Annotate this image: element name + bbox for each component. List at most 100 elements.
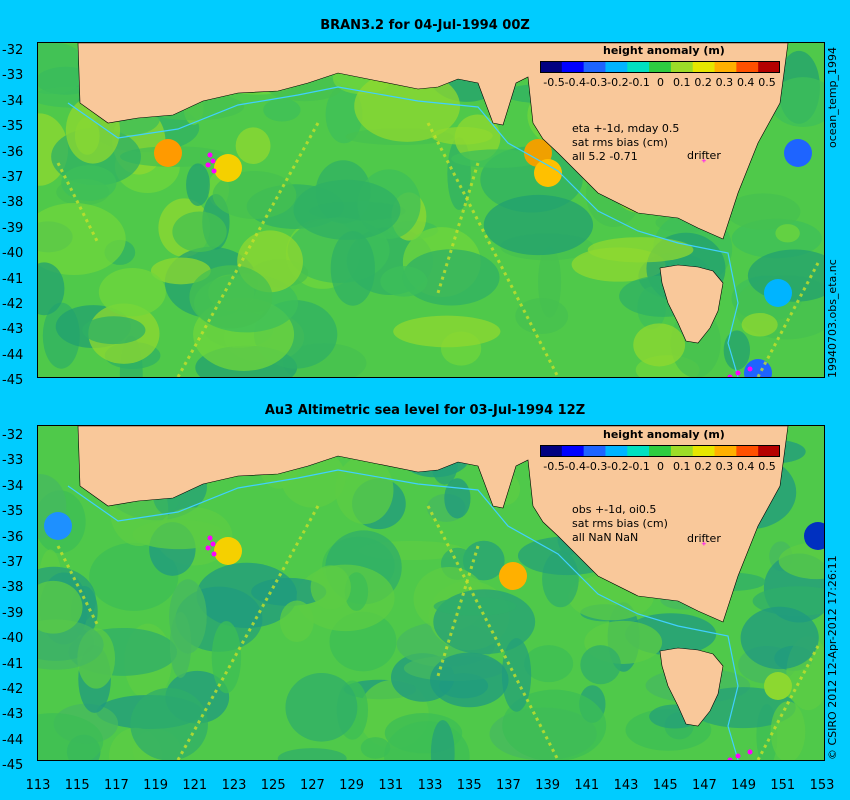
y-tick-label: -40	[2, 631, 24, 647]
colorbar-tick-label: -0.4	[564, 460, 587, 473]
colorbar-swatch	[627, 445, 650, 457]
colorbar-tick-label: 0.5	[758, 76, 776, 89]
panel-1-colorbar	[540, 61, 780, 73]
y-tick-label: -36	[2, 144, 24, 160]
x-tick-label: 123	[221, 778, 247, 793]
y-tick-label: -33	[2, 453, 24, 469]
colorbar-tick-label: 0.3	[715, 460, 734, 473]
y-tick-label: -45	[2, 373, 24, 389]
colorbar-tick-label: 0.4	[736, 76, 755, 89]
panel-1-title: BRAN3.2 for 04-Jul-1994 00Z	[320, 18, 530, 33]
colorbar-tick-label: -0.1	[628, 76, 650, 89]
colorbar-swatch	[736, 61, 759, 73]
panel-2-stats-line-1: obs +-1d, oi0.5	[572, 503, 657, 516]
x-tick-label: 113	[25, 778, 51, 793]
colorbar-swatch	[758, 61, 780, 73]
x-tick-label: 125	[260, 778, 286, 793]
x-tick-label: 151	[770, 778, 796, 793]
colorbar-swatch	[540, 445, 563, 457]
x-tick-label: 135	[456, 778, 482, 793]
colorbar-swatch	[692, 61, 716, 73]
panel-2-stats-line-3: all NaN NaN	[572, 531, 639, 544]
y-tick-label: -38	[2, 580, 24, 596]
y-tick-label: -44	[2, 732, 24, 748]
y-tick-label: -32	[2, 43, 24, 58]
colorbar-tick-label: -0.2	[607, 460, 629, 473]
x-tick-label: 149	[731, 778, 757, 793]
colorbar-swatch	[540, 61, 563, 73]
colorbar-swatch	[692, 445, 716, 457]
panel-2-drifter-marker-icon: ⁺	[701, 539, 707, 552]
y-tick-label: -42	[2, 682, 24, 697]
colorbar-tick-label: -0.3	[585, 460, 608, 473]
colorbar-tick-label: 0.2	[694, 460, 712, 473]
y-tick-label: -38	[2, 195, 24, 211]
x-tick-label: 129	[339, 778, 365, 793]
colorbar-tick-label: 0.3	[715, 76, 734, 89]
panel-1-drifter-marker-icon: ⁺	[701, 156, 707, 169]
colorbar-swatch	[736, 445, 759, 457]
x-tick-label: 117	[103, 778, 129, 793]
panel-2-map	[37, 425, 825, 761]
x-tick-label: 153	[809, 778, 835, 793]
panel-2-title: Au3 Altimetric sea level for 03-Jul-1994…	[264, 403, 586, 418]
x-tick-label: 133	[417, 778, 443, 793]
panel-2-colorbar	[540, 445, 780, 457]
y-tick-label: -36	[2, 529, 24, 545]
colorbar-tick-label: 0.4	[736, 460, 755, 473]
x-tick-label: 115	[64, 778, 90, 793]
y-tick-label: -32	[2, 428, 24, 443]
y-tick-label: -43	[2, 707, 24, 723]
colorbar-swatch	[583, 61, 606, 73]
panel-1-colorbar-title: height anomaly (m)	[603, 44, 725, 57]
colorbar-swatch	[605, 61, 628, 73]
colorbar-tick-label: -0.3	[585, 76, 608, 89]
colorbar-tick-label: -0.5	[543, 460, 565, 473]
colorbar-swatch	[714, 445, 737, 457]
colorbar-swatch	[627, 61, 650, 73]
panel-2-drifter-label: drifter	[687, 532, 721, 545]
y-tick-label: -35	[2, 119, 24, 135]
y-tick-label: -35	[2, 504, 24, 520]
colorbar-swatch	[758, 445, 780, 457]
x-tick-label: 121	[182, 778, 208, 793]
panel-1-stats-line-1: eta +-1d, mday 0.5	[572, 122, 680, 135]
y-tick-label: -45	[2, 758, 24, 774]
side-label-file-top: ocean_temp_1994	[826, 46, 839, 148]
colorbar-swatch	[605, 445, 628, 457]
y-tick-label: -39	[2, 220, 24, 236]
x-tick-label: 127	[299, 778, 325, 793]
x-tick-label: 139	[535, 778, 561, 793]
panel-1-map	[37, 42, 825, 378]
y-tick-label: -33	[2, 68, 24, 84]
x-tick-label: 147	[691, 778, 717, 793]
y-tick-label: -34	[2, 93, 24, 109]
colorbar-swatch	[670, 61, 694, 73]
colorbar-swatch	[561, 445, 585, 457]
panel-1-stats-line-3: all 5.2 -0.71	[572, 150, 638, 163]
x-tick-label: 137	[495, 778, 521, 793]
colorbar-tick-label: 0.2	[694, 76, 712, 89]
y-tick-label: -37	[2, 170, 24, 185]
x-tick-label: 141	[574, 778, 600, 793]
colorbar-swatch	[670, 445, 694, 457]
x-tick-label: 131	[378, 778, 404, 793]
colorbar-tick-label: 0.5	[758, 460, 776, 473]
colorbar-swatch	[561, 61, 585, 73]
y-tick-label: -34	[2, 478, 24, 494]
colorbar-tick-label: -0.2	[607, 76, 629, 89]
colorbar-swatch	[649, 61, 672, 73]
y-tick-label: -42	[2, 297, 24, 312]
y-tick-label: -44	[2, 347, 24, 363]
colorbar-swatch	[714, 61, 737, 73]
side-label-copyright: © CSIRO 2012 12-Apr-2012 17:26:11	[826, 555, 839, 760]
colorbar-tick-label: 0	[657, 76, 664, 89]
panel-2-stats: obs +-1d, oi0.5 sat rms bias (cm) all Na…	[572, 503, 668, 545]
panel-2-colorbar-title: height anomaly (m)	[603, 428, 725, 441]
y-tick-label: -41	[2, 656, 24, 672]
x-tick-label: 119	[143, 778, 169, 793]
panel-1-stats: eta +-1d, mday 0.5 sat rms bias (cm) all…	[572, 122, 679, 164]
panel-1-drifter-label: drifter	[687, 149, 721, 162]
colorbar-tick-label: -0.1	[628, 460, 650, 473]
y-tick-label: -43	[2, 322, 24, 338]
